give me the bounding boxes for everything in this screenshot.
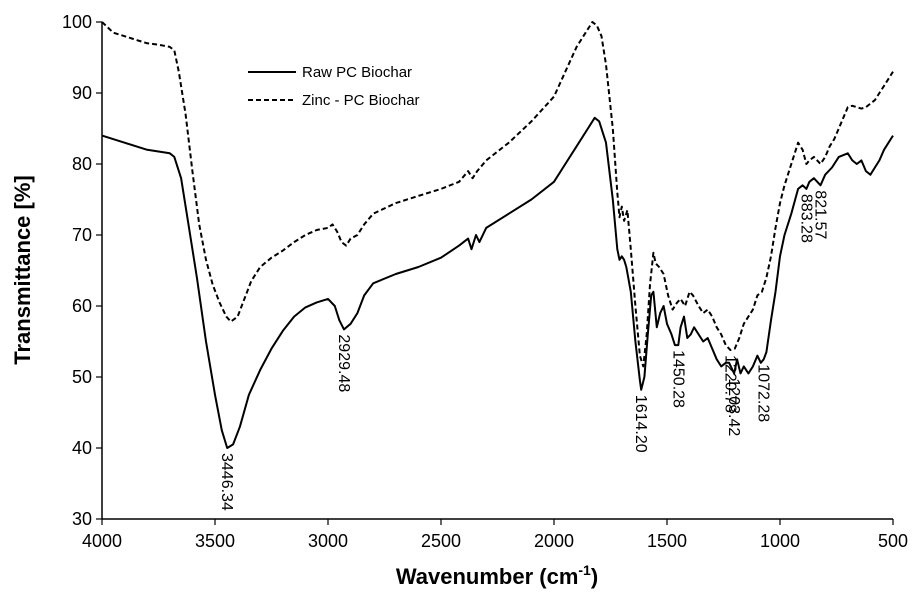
- y-tick-label: 30: [72, 509, 92, 529]
- legend-entry: Zinc - PC Biochar: [302, 92, 420, 109]
- peak-label: 1203.42: [725, 378, 742, 436]
- x-tick-label: 500: [878, 531, 908, 551]
- y-tick-label: 70: [72, 225, 92, 245]
- series-line-zinc-pc-biochar: [101, 21, 894, 368]
- y-tick-label: 100: [62, 12, 92, 32]
- x-axis-title-main: Wavenumber (cm: [396, 564, 579, 589]
- x-tick-label: 2000: [534, 531, 574, 551]
- y-tick-label: 50: [72, 367, 92, 387]
- y-tick-label: 60: [72, 296, 92, 316]
- x-axis-title-close: ): [591, 564, 598, 589]
- x-tick-label: 3000: [308, 531, 348, 551]
- x-tick-label: 2500: [421, 531, 461, 551]
- peak-label: 1614.20: [632, 395, 649, 453]
- y-tick-label: 80: [72, 154, 92, 174]
- plot-area: [101, 22, 893, 520]
- legend: Raw PC Biochar Zinc - PC Biochar: [248, 64, 420, 109]
- peak-label: 883.28: [797, 194, 814, 243]
- peak-label: 1072.28: [755, 364, 772, 422]
- x-axis-ticks: 4000 3500 3000 2500 2000 1500 1000 500: [82, 519, 908, 551]
- peak-label: 1450.28: [669, 350, 686, 408]
- x-tick-label: 3500: [195, 531, 235, 551]
- y-axis-title: Transmittance [%]: [10, 175, 35, 365]
- x-tick-label: 1500: [647, 531, 687, 551]
- x-axis-title-superscript: -1: [578, 562, 591, 578]
- peak-label: 1220.78: [721, 355, 738, 413]
- y-tick-label: 90: [72, 83, 92, 103]
- x-tick-label: 1000: [760, 531, 800, 551]
- x-tick-label: 4000: [82, 531, 122, 551]
- y-tick-label: 40: [72, 438, 92, 458]
- series-lines: [101, 21, 894, 449]
- legend-entry: Raw PC Biochar: [302, 64, 412, 81]
- x-axis-title: Wavenumber (cm-1): [396, 562, 598, 589]
- y-axis-ticks: 30 40 50 60 70 80 90 100: [62, 12, 102, 529]
- peak-label: 821.57: [812, 190, 829, 239]
- peak-label: 3446.34: [218, 453, 235, 511]
- peak-label: 2929.48: [335, 334, 352, 392]
- peak-annotations: 3446.34 2929.48 1614.20 1450.28 1220.781203.…: [218, 190, 828, 511]
- series-line-raw-pc-biochar: [101, 116, 894, 449]
